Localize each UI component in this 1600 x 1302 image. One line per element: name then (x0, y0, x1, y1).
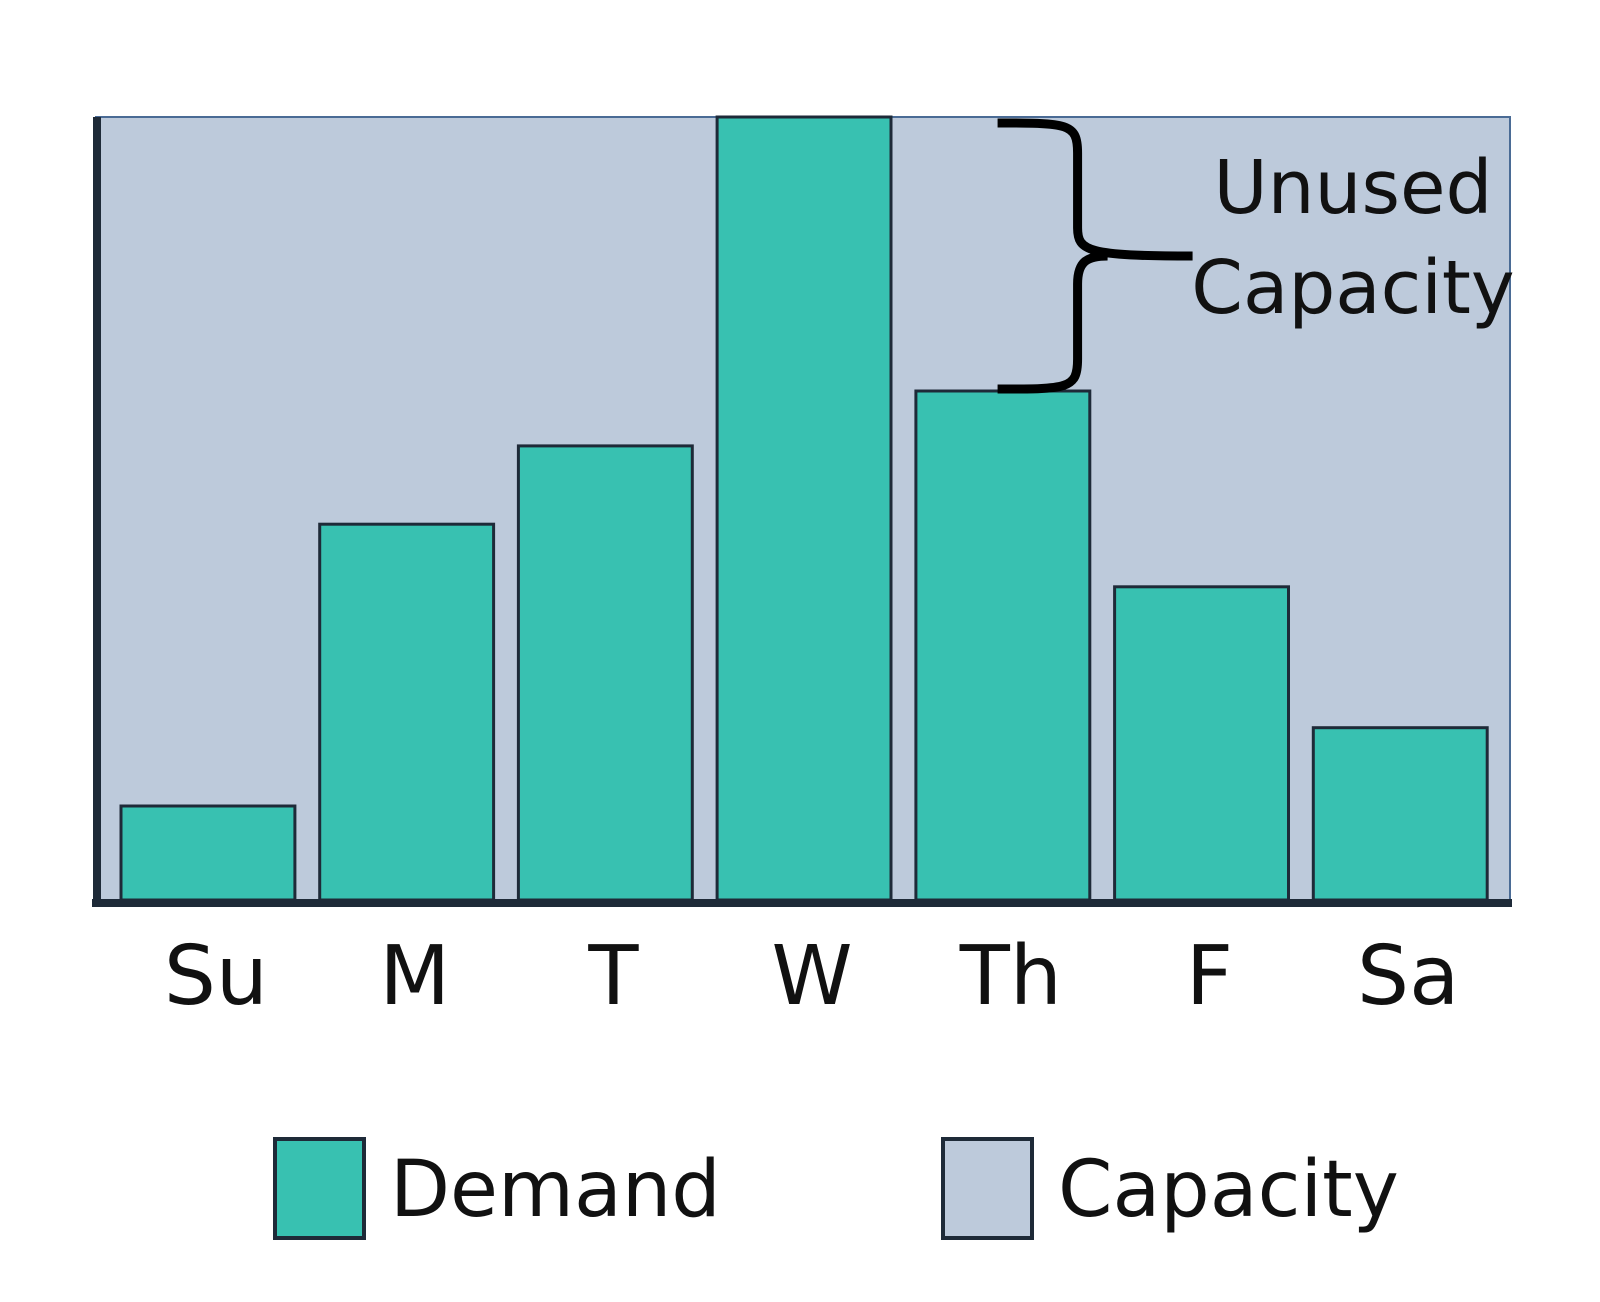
tick-label-sa: Sa (1357, 929, 1459, 1024)
tick-label-th: Th (959, 929, 1062, 1024)
unused-capacity-annotation: Unused Capacity (997, 118, 1515, 394)
unused-capacity-label-line-1: Unused (1213, 145, 1492, 231)
tick-label-w: W (772, 929, 853, 1024)
legend-label-demand: Demand (390, 1145, 721, 1235)
unused-capacity-label-line-2: Capacity (1191, 245, 1514, 331)
bar-sa (1311, 726, 1489, 902)
bar-f (1113, 585, 1290, 902)
demand-bars (119, 115, 1489, 902)
bar-m (318, 522, 496, 902)
tick-label-f: F (1186, 929, 1233, 1024)
legend: Demand Capacity (273, 1137, 1399, 1240)
tick-label-m: M (379, 929, 450, 1024)
legend-swatch-capacity (941, 1137, 1034, 1240)
bar-t (516, 444, 694, 902)
tick-label-su: Su (164, 929, 268, 1024)
x-axis-tick-labels: Su M T W Th F Sa (164, 929, 1459, 1024)
bar-th (914, 389, 1092, 902)
legend-swatch-demand (273, 1137, 366, 1240)
bar-w (715, 115, 893, 902)
legend-label-capacity: Capacity (1058, 1145, 1399, 1235)
unused-capacity-brace (997, 118, 1193, 394)
bar-su (119, 804, 297, 902)
tick-label-t: T (587, 929, 639, 1024)
